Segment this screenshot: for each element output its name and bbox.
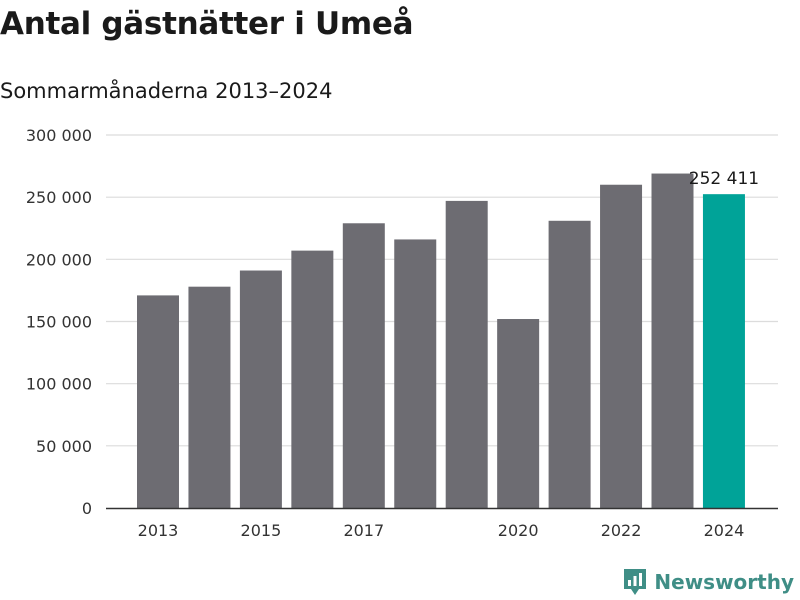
bar-2023 — [651, 173, 694, 508]
chart-subtitle: Sommarmånaderna 2013–2024 — [0, 79, 333, 103]
y-tick-label: 50 000 — [36, 437, 92, 456]
bar-2022 — [600, 184, 643, 508]
x-tick-label: 2020 — [498, 521, 539, 540]
bar-2017 — [342, 223, 385, 508]
bar-2014 — [188, 286, 231, 508]
bar-2019 — [445, 200, 488, 508]
bar-2016 — [291, 250, 334, 508]
bar-2013 — [137, 295, 179, 508]
y-tick-label: 200 000 — [26, 250, 92, 269]
data-labels: 252 411 — [689, 169, 759, 189]
bar-2021 — [548, 220, 591, 509]
y-tick-label: 300 000 — [26, 126, 92, 145]
x-tick-label: 2022 — [601, 521, 642, 540]
chart-title: Antal gästnätter i Umeå — [0, 6, 414, 42]
y-tick-label: 100 000 — [26, 375, 92, 394]
bar-2024 — [702, 194, 745, 508]
newsworthy-logo-icon — [624, 569, 647, 595]
bar-2015 — [239, 270, 282, 508]
data-label: 252 411 — [689, 169, 759, 189]
newsworthy-logo: Newsworthy — [622, 568, 794, 596]
y-tick-label: 150 000 — [26, 313, 92, 332]
bar-2018 — [394, 239, 437, 508]
x-axis-tick-labels: 2013 2015 2017 2020 2022 2024 — [138, 521, 745, 540]
x-tick-label: 2013 — [138, 521, 179, 540]
newsworthy-logo-text: Newsworthy — [654, 570, 794, 594]
bar-2020 — [497, 319, 540, 508]
bars — [137, 173, 745, 509]
y-axis-tick-labels: 0 50 000 100 000 150 000 200 000 250 000 300 0… — [26, 126, 92, 518]
y-tick-label: 0 — [82, 499, 92, 518]
x-tick-label: 2024 — [704, 521, 745, 540]
y-tick-label: 250 000 — [26, 188, 92, 207]
x-tick-label: 2015 — [241, 521, 282, 540]
x-tick-label: 2017 — [343, 521, 384, 540]
